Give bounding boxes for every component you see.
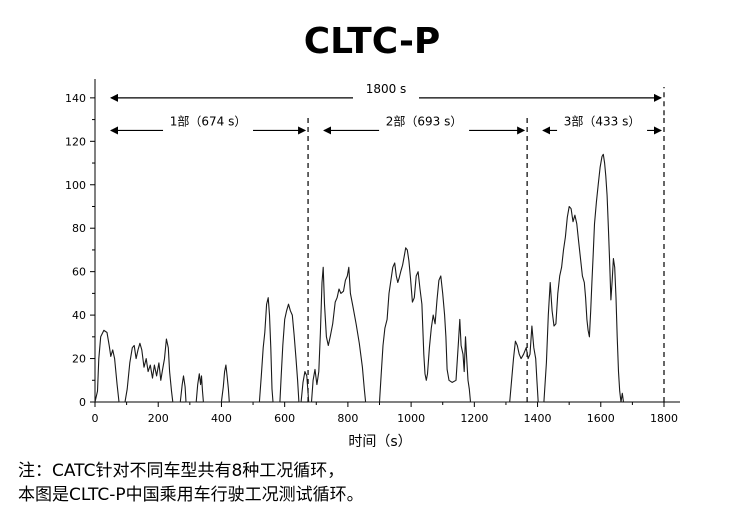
speed-series-line — [94, 153, 625, 403]
x-tick-label: 600 — [274, 412, 295, 425]
chart-title: CLTC-P — [303, 21, 441, 62]
x-tick-label: 1000 — [397, 412, 425, 425]
footnote-line-2: 本图是CLTC-P中国乘用车行驶工况测试循环。 — [18, 485, 364, 505]
y-tick-label: 20 — [72, 353, 86, 366]
annotation-label: 3部（433 s） — [564, 113, 641, 128]
x-tick-label: 400 — [211, 412, 232, 425]
y-tick-label: 100 — [65, 179, 86, 192]
annotation-label: 1800 s — [366, 82, 407, 96]
y-tick-label: 60 — [72, 266, 86, 279]
x-tick-label: 800 — [337, 412, 358, 425]
x-tick-label: 0 — [92, 412, 99, 425]
x-tick-label: 200 — [148, 412, 169, 425]
y-tick-label: 120 — [65, 135, 86, 148]
x-tick-label: 1200 — [460, 412, 488, 425]
annotation-label: 1部（674 s） — [170, 113, 247, 128]
annotation-label-bg — [379, 120, 470, 137]
annotation-label-bg — [163, 120, 254, 137]
x-tick-label: 1600 — [587, 412, 615, 425]
annotation-label-bg — [353, 87, 419, 104]
y-tick-label: 0 — [79, 396, 86, 409]
cltc-p-speed-chart: 0 200 400 600 800 1000 1200 1400 1600 1800 0 20 40 60… — [65, 79, 680, 450]
y-tick-label: 80 — [72, 222, 86, 235]
x-tick-label: 1800 — [650, 412, 678, 425]
x-tick-label: 1400 — [524, 412, 552, 425]
x-axis-label: 时间（s） — [348, 434, 411, 450]
y-tick-label: 40 — [72, 309, 86, 322]
annotation-label: 2部（693 s） — [386, 113, 463, 128]
footnote-line-1: 注：CATC针对不同车型共有8种工况循环， — [18, 461, 345, 481]
axes: 0 200 400 600 800 1000 1200 1400 1600 1800 0 20 40 60… — [65, 79, 680, 425]
y-tick-label: 140 — [65, 92, 86, 105]
annotation-label-bg — [557, 120, 648, 137]
phase-annotations: 1800 s 1部（674 s） 2部（693 s） 3部（433 s） — [110, 82, 662, 137]
